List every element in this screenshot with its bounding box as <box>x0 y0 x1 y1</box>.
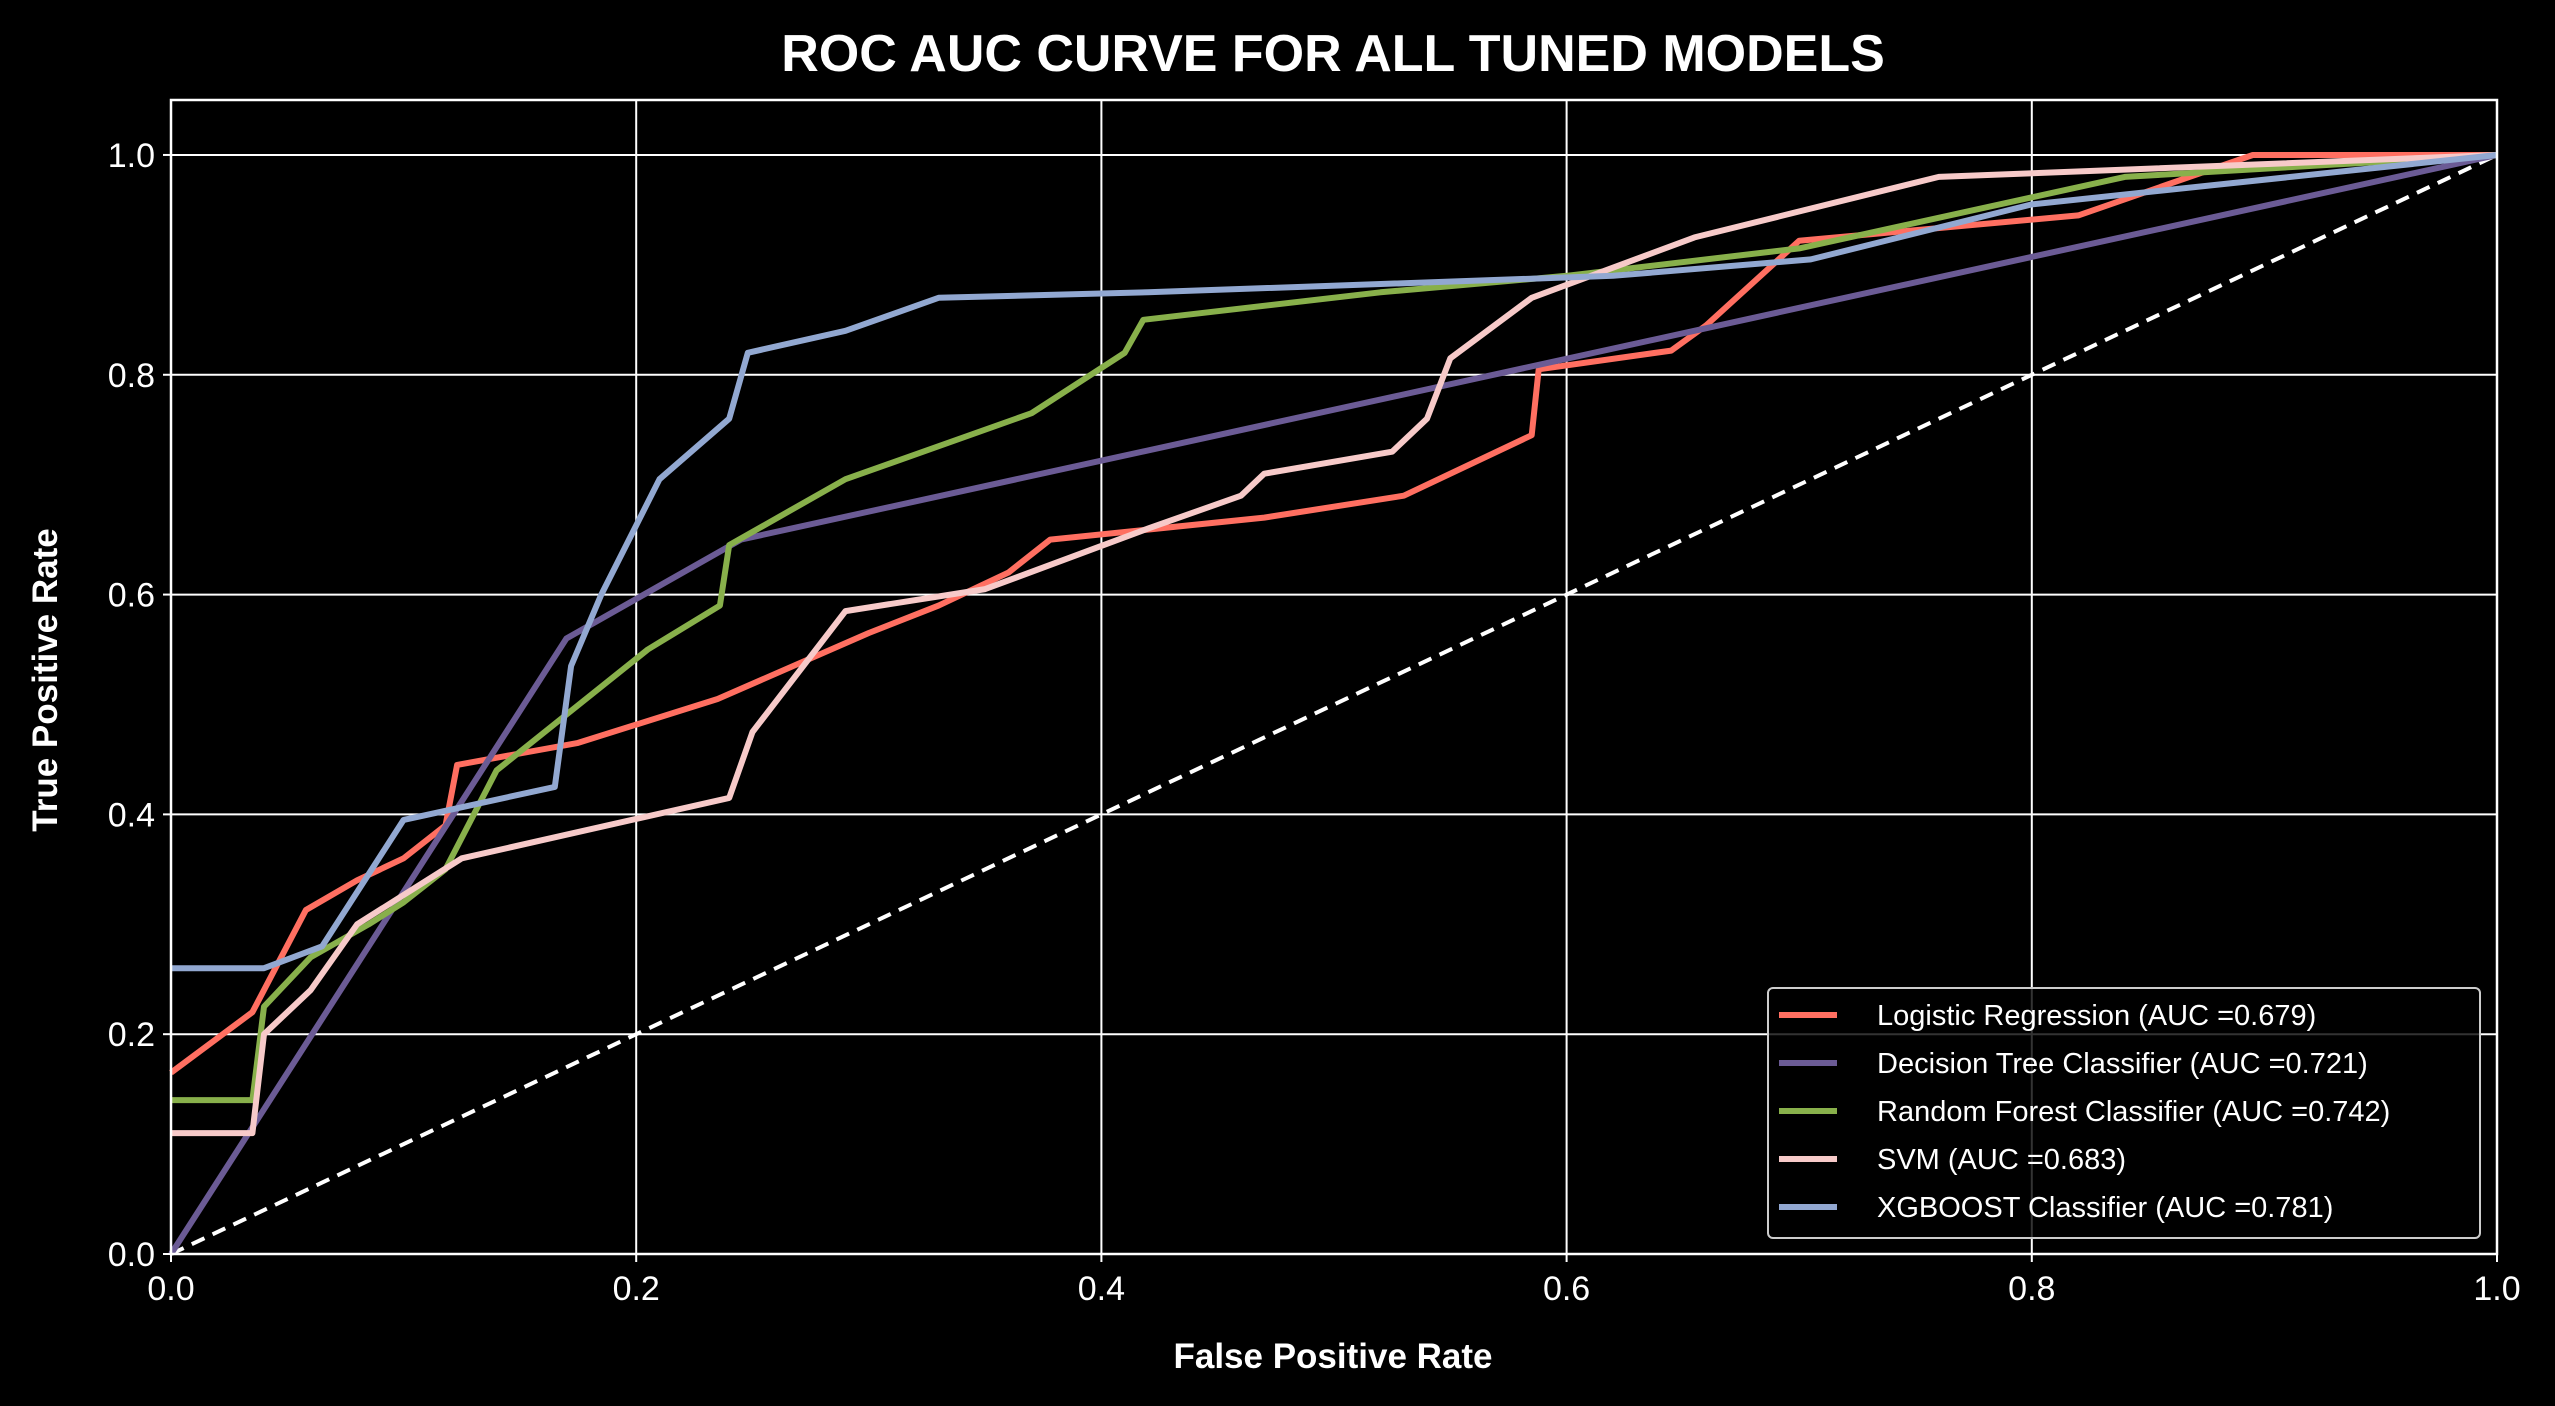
y-tick-label: 0.0 <box>108 1236 155 1274</box>
chart-title: ROC AUC CURVE FOR ALL TUNED MODELS <box>781 25 1885 83</box>
series-line-3 <box>171 152 2498 1137</box>
series-line-4 <box>171 152 2498 972</box>
legend-label-0: Logistic Regression (AUC =0.679) <box>1877 1000 2316 1032</box>
reference-diagonal-line <box>170 153 2498 1256</box>
series-line-1 <box>168 152 2498 1256</box>
series-lines <box>168 152 2498 1256</box>
y-tick-label: 0.4 <box>108 796 155 834</box>
legend: Logistic Regression (AUC =0.679) Decision… <box>1767 987 2481 1239</box>
series-line-0 <box>169 152 2497 1076</box>
x-tick-label: 0.6 <box>1543 1270 1590 1308</box>
y-tick-label: 1.0 <box>108 137 155 175</box>
y-tick-label: 0.6 <box>108 577 155 615</box>
legend-box <box>1767 987 2481 1239</box>
x-tick-label: 0.8 <box>2008 1270 2055 1308</box>
y-tick-label: 0.2 <box>108 1016 155 1054</box>
y-axis-label: True Positive Rate <box>26 528 65 831</box>
x-tick-label: 1.0 <box>2473 1270 2520 1308</box>
plot-frame <box>169 98 2499 1256</box>
tick-labels: 0.0 0.2 0.4 0.6 0.8 1.0 0.0 0.2 0.4 0.6 0.8 1.0 <box>108 137 2521 1308</box>
legend-label-2: Random Forest Classifier (AUC =0.742) <box>1877 1096 2390 1128</box>
legend-label-1: Decision Tree Classifier (AUC =0.721) <box>1877 1048 2368 1080</box>
legend-label-4: XGBOOST Classifier (AUC =0.781) <box>1877 1192 2333 1224</box>
legend-label-3: SVM (AUC =0.683) <box>1877 1144 2126 1176</box>
x-tick-label: 0.0 <box>147 1270 194 1308</box>
x-tick-label: 0.4 <box>1078 1270 1125 1308</box>
x-axis-label: False Positive Rate <box>1173 1337 1492 1376</box>
x-tick-label: 0.2 <box>613 1270 660 1308</box>
y-tick-label: 0.8 <box>108 357 155 395</box>
